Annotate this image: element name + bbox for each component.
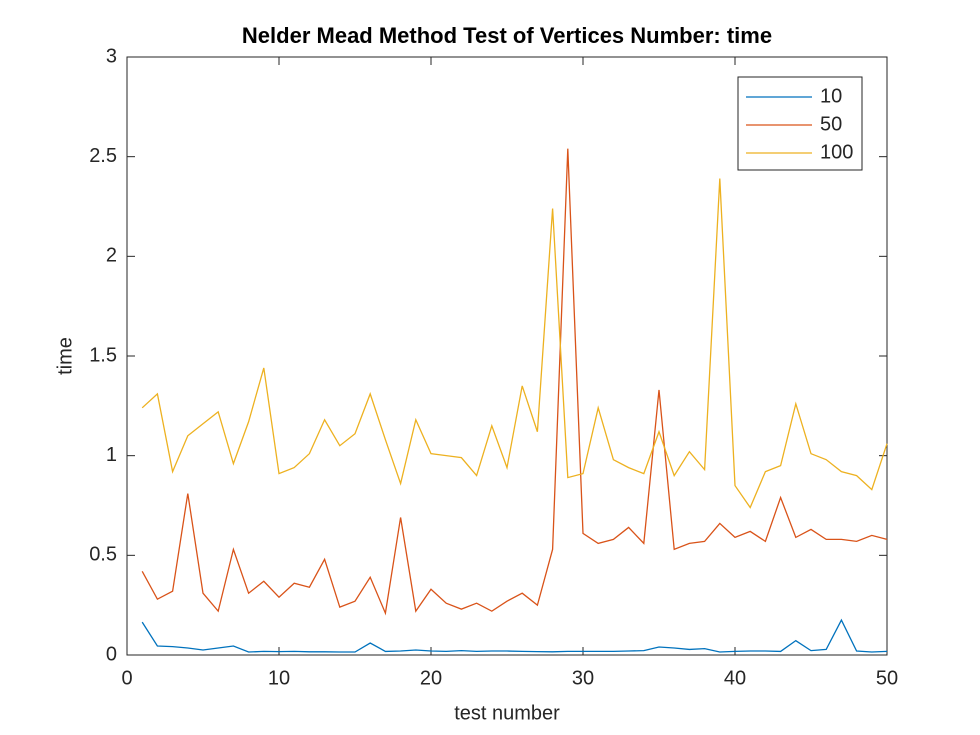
data-line xyxy=(141,148,888,616)
data-line xyxy=(141,618,888,653)
y-tick-label: 0.5 xyxy=(89,544,117,566)
x-tick-label: 50 xyxy=(876,667,898,689)
y-tick-label: 0 xyxy=(106,643,117,665)
data-line xyxy=(141,178,888,509)
x-tick-label: 30 xyxy=(572,667,594,689)
y-tick-label: 1.5 xyxy=(89,344,117,366)
plot-frame xyxy=(126,56,888,656)
y-tick-label: 3 xyxy=(106,45,117,67)
x-tick-label: 0 xyxy=(121,667,132,689)
y-axis-label: time xyxy=(54,337,76,375)
legend-box xyxy=(737,76,863,171)
chart-title: Nelder Mead Method Test of Vertices Numb… xyxy=(242,23,772,48)
x-tick-label: 40 xyxy=(724,667,746,689)
legend-label: 10 xyxy=(820,85,842,107)
x-tick-label: 20 xyxy=(420,667,442,689)
x-axis-label: test number xyxy=(454,702,560,724)
x-tick-label: 10 xyxy=(268,667,290,689)
y-tick-label: 2.5 xyxy=(89,145,117,167)
legend-label: 100 xyxy=(820,141,853,163)
y-tick-label: 1 xyxy=(106,444,117,466)
legend-label: 50 xyxy=(820,113,842,135)
y-tick-label: 2 xyxy=(106,245,117,267)
